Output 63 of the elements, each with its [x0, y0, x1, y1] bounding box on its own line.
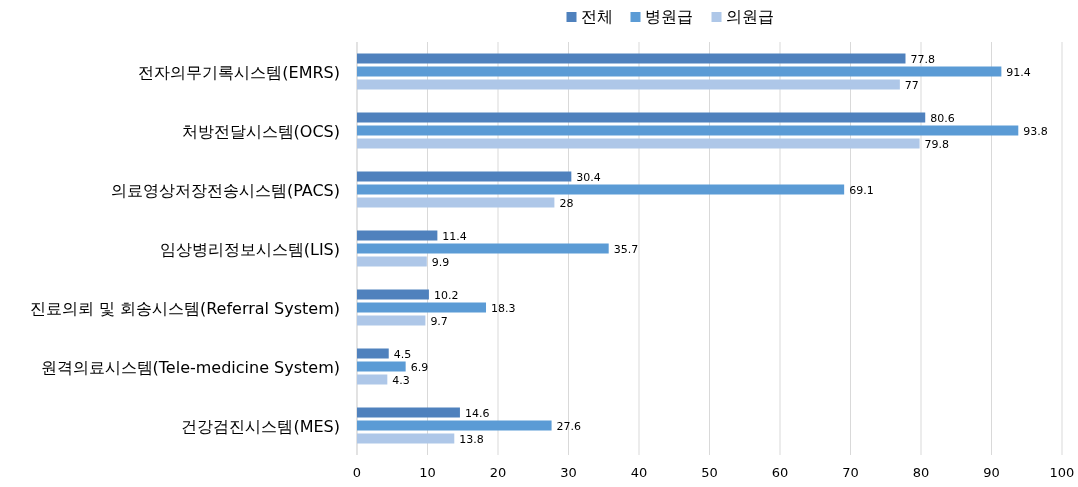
- data-label: 91.4: [1006, 65, 1031, 79]
- data-label: 27.6: [556, 419, 582, 433]
- data-label: 14.6: [464, 406, 490, 420]
- bar: [357, 53, 906, 64]
- data-label: 79.8: [924, 137, 950, 151]
- legend-label: 병원급: [644, 7, 693, 26]
- legend-label: 전체: [580, 7, 613, 26]
- data-label: 35.7: [613, 242, 639, 256]
- x-tick-label: 30: [560, 465, 577, 480]
- x-tick-label: 90: [983, 465, 1000, 480]
- bar: [357, 433, 455, 444]
- x-tick-label: 70: [842, 465, 859, 480]
- y-tick-label: 의료영상저장전송시스템(PACS): [110, 180, 340, 200]
- bar: [357, 243, 609, 254]
- x-tick-label: 80: [912, 465, 930, 480]
- data-label: 77: [904, 78, 919, 92]
- data-label: 93.8: [1023, 124, 1048, 138]
- bar: [357, 125, 1019, 136]
- bar: [357, 420, 552, 431]
- data-label: 11.4: [442, 229, 467, 243]
- data-label: 9.7: [430, 314, 448, 328]
- x-tick-label: 50: [701, 465, 718, 480]
- y-tick-label: 처방전달시스템(OCS): [181, 121, 340, 141]
- legend-label: 의원급: [725, 7, 774, 26]
- x-tick-label: 10: [419, 465, 436, 480]
- data-label: 4.3: [392, 373, 410, 387]
- bar: [357, 374, 388, 385]
- y-tick-label: 임상병리정보시스템(LIS): [159, 239, 340, 259]
- bar: [357, 197, 555, 208]
- data-label: 28: [559, 196, 574, 210]
- bar: [357, 66, 1002, 77]
- y-tick-label: 원격의료시스템(Tele-medicine System): [40, 357, 340, 377]
- data-label: 30.4: [576, 170, 601, 184]
- bar: [357, 302, 487, 313]
- data-label: 6.9: [410, 360, 429, 374]
- data-label: 13.8: [459, 432, 484, 446]
- data-label: 9.9: [431, 255, 450, 269]
- data-label: 69.1: [849, 183, 874, 197]
- data-label: 4.5: [393, 347, 412, 361]
- bar: [357, 138, 920, 149]
- y-tick-label: 전자의무기록시스템(EMRS): [138, 62, 340, 82]
- bar: [357, 79, 900, 90]
- y-tick-label: 진료의뢰 및 회송시스템(Referral System): [29, 298, 340, 318]
- y-tick-label: 건강검진시스템(MES): [181, 416, 340, 436]
- bar: [357, 348, 389, 359]
- bar: [357, 171, 572, 182]
- bar: [357, 315, 426, 326]
- x-tick-label: 60: [771, 465, 789, 480]
- bar: [357, 407, 460, 418]
- bar: [357, 256, 427, 267]
- x-tick-label: 20: [489, 465, 507, 480]
- x-tick-label: 40: [630, 465, 648, 480]
- data-label: 10.2: [433, 288, 459, 302]
- bar: [357, 112, 926, 123]
- x-tick-label: 100: [1049, 465, 1075, 480]
- data-label: 18.3: [491, 301, 516, 315]
- bar: [357, 230, 438, 241]
- bar: [357, 184, 845, 195]
- bar: [357, 289, 429, 300]
- data-label: 80.6: [930, 111, 955, 125]
- bar: [357, 361, 406, 372]
- x-tick-label: 0: [352, 465, 362, 480]
- data-label: 77.8: [910, 52, 935, 66]
